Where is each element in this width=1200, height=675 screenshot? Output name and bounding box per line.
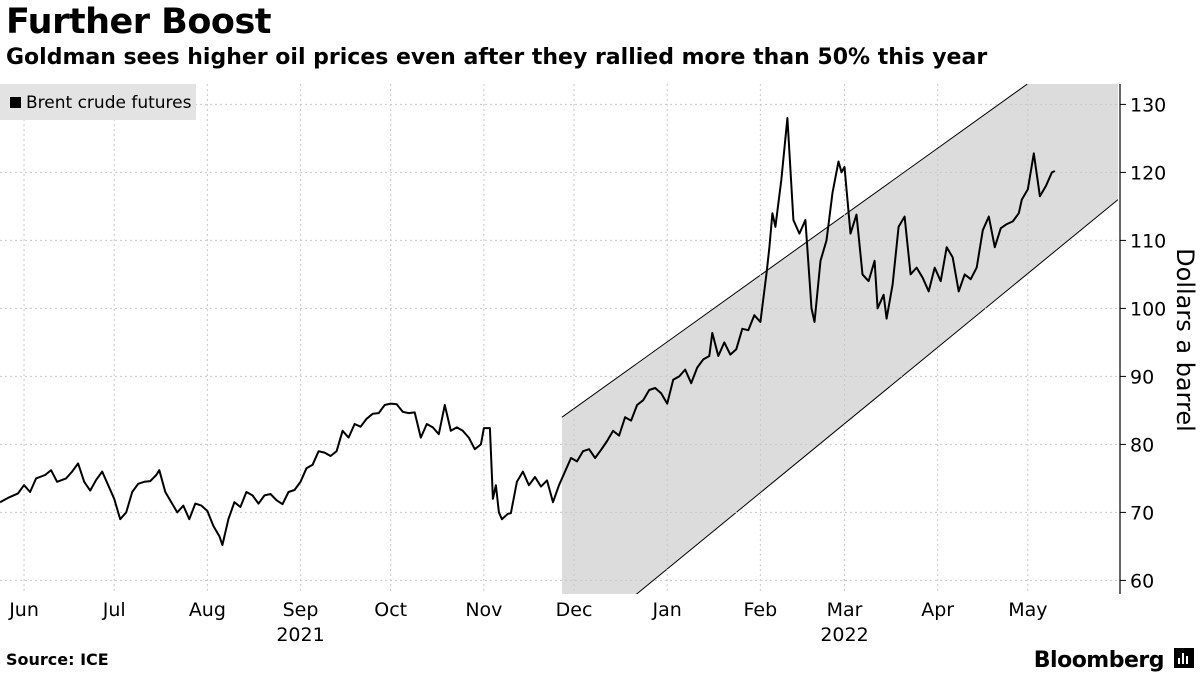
y-tick-label: 90 xyxy=(1130,366,1154,388)
channel-upper-bound xyxy=(561,84,1029,418)
legend: Brent crude futures xyxy=(0,84,196,120)
x-tick-label: May xyxy=(1008,599,1047,621)
x-year-label: 2021 xyxy=(276,624,324,646)
y-tick-label: 80 xyxy=(1130,434,1154,456)
chart-title: Further Boost xyxy=(6,2,272,42)
bloomberg-bars-icon xyxy=(1174,648,1194,668)
projected-channel-band xyxy=(562,84,1118,594)
y-tick-label: 120 xyxy=(1130,162,1166,184)
x-tick-label: Oct xyxy=(374,599,407,621)
source-note: Source: ICE xyxy=(6,650,109,669)
x-tick-label: Sep xyxy=(283,599,319,621)
chart-subtitle: Goldman sees higher oil prices even afte… xyxy=(6,45,988,70)
x-tick-label: Apr xyxy=(921,599,954,621)
x-tick-label: Jun xyxy=(8,599,39,621)
y-tick-label: 100 xyxy=(1130,298,1166,320)
legend-swatch xyxy=(10,97,21,108)
y-tick-label: 60 xyxy=(1130,570,1154,592)
y-tick-label: 130 xyxy=(1130,94,1166,116)
series-line-brent-crude-futures xyxy=(0,117,1056,546)
y-tick-label: 70 xyxy=(1130,502,1154,524)
x-tick-label: Nov xyxy=(465,599,502,621)
y-axis-label: Dollars a barrel xyxy=(1171,248,1199,432)
x-tick-label: Mar xyxy=(827,599,863,621)
x-tick-label: Feb xyxy=(744,599,778,621)
x-tick-label: Jan xyxy=(652,599,682,621)
x-tick-label: Jul xyxy=(102,599,126,621)
x-tick-label: Aug xyxy=(189,599,226,621)
x-tick-label: Dec xyxy=(556,599,593,621)
x-year-label: 2022 xyxy=(820,624,868,646)
y-tick-label: 110 xyxy=(1130,230,1166,252)
bloomberg-logo: Bloomberg xyxy=(1033,648,1165,673)
legend-label: Brent crude futures xyxy=(26,93,192,113)
channel-lower-bound xyxy=(635,199,1118,594)
